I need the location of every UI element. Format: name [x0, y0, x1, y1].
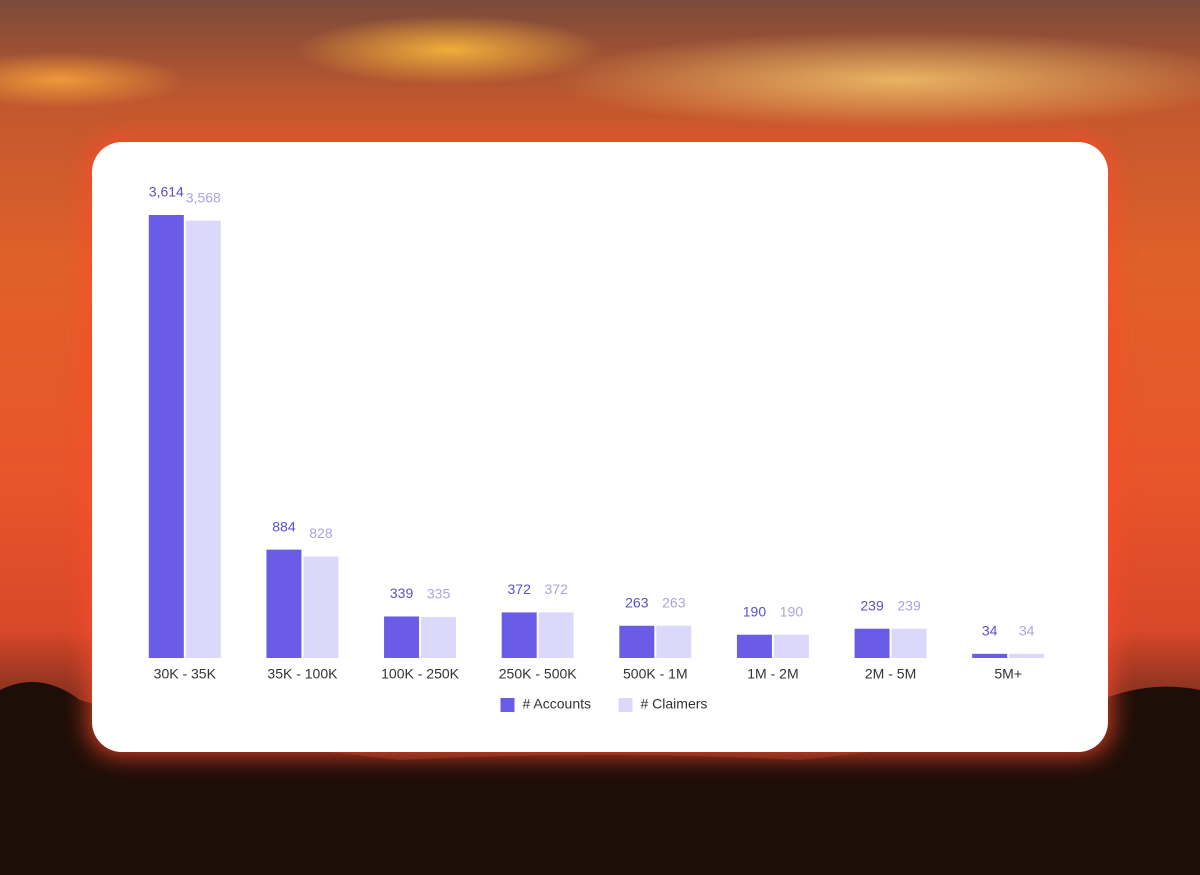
data-label: 335 [427, 586, 451, 602]
bar [854, 628, 890, 658]
x-tick-label: 100K - 250K [381, 666, 459, 682]
bar [148, 215, 184, 658]
bar [501, 612, 537, 658]
bar [619, 625, 655, 658]
bar [773, 634, 809, 658]
data-label: 3,568 [186, 189, 221, 205]
data-label: 884 [272, 518, 296, 534]
bar [891, 628, 927, 658]
bar [1009, 653, 1045, 658]
bar [303, 556, 339, 658]
legend-label: # Claimers [641, 696, 708, 712]
x-tick-label: 35K - 100K [267, 666, 338, 682]
data-label: 34 [1019, 623, 1035, 639]
x-tick-label: 500K - 1M [623, 666, 688, 682]
data-label: 372 [545, 581, 569, 597]
data-label: 3,614 [149, 184, 184, 200]
legend-label: # Accounts [523, 696, 592, 712]
x-tick-label: 2M - 5M [865, 666, 916, 682]
data-label: 339 [390, 585, 414, 601]
data-label: 34 [982, 623, 998, 639]
card [92, 142, 1108, 752]
x-tick-label: 5M+ [994, 666, 1022, 682]
legend-swatch [500, 698, 515, 712]
x-tick-label: 30K - 35K [154, 666, 217, 682]
data-label: 190 [743, 603, 767, 619]
bar [972, 653, 1008, 658]
data-label: 190 [780, 603, 804, 619]
bar [266, 549, 302, 658]
bar [656, 625, 692, 658]
bar [736, 634, 772, 658]
x-tick-label: 250K - 500K [499, 666, 577, 682]
data-label: 372 [508, 581, 532, 597]
legend-swatch [618, 698, 633, 712]
data-label: 828 [309, 525, 333, 541]
bar [538, 612, 574, 658]
data-label: 263 [662, 594, 686, 610]
data-label: 239 [897, 597, 921, 613]
x-tick-label: 1M - 2M [747, 666, 798, 682]
bar [185, 220, 221, 659]
bar [421, 616, 457, 658]
data-label: 263 [625, 594, 649, 610]
bar [384, 616, 420, 658]
data-label: 239 [860, 597, 884, 613]
